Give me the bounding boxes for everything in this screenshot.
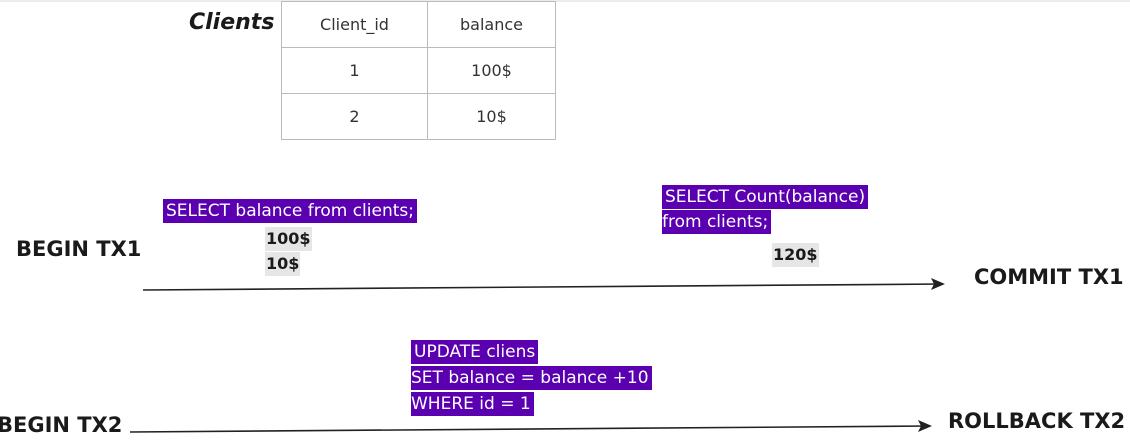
clients-table: Client_id balance 1 100$ 2 10$ — [281, 1, 556, 140]
cell: 100$ — [427, 47, 556, 94]
cell: 2 — [281, 93, 428, 140]
table-header-row: Client_id balance — [281, 1, 556, 48]
rollback-tx2-label: ROLLBACK TX2 — [948, 409, 1126, 433]
commit-tx1-label: COMMIT TX1 — [974, 265, 1124, 289]
tx1-timeline-arrow — [142, 278, 945, 291]
table-row: 1 100$ — [281, 47, 556, 94]
begin-tx2-label: BEGIN TX2 — [0, 413, 123, 437]
tx2-timeline-arrow — [129, 420, 932, 433]
tx1-count-query-line: SELECT Count(balance) — [662, 185, 869, 209]
tx2-update-query-line: SET balance = balance +10 — [411, 366, 652, 390]
table-row: 2 10$ — [281, 93, 556, 140]
begin-tx1-label: BEGIN TX1 — [16, 237, 142, 261]
tx1-result: 10$ — [265, 252, 301, 276]
tx2-update-query-line: WHERE id = 1 — [411, 392, 534, 416]
tx1-select-query: SELECT balance from clients; — [163, 199, 417, 223]
header-cell: Client_id — [281, 1, 428, 48]
top-divider — [0, 0, 1130, 2]
tx2-update-query-line: UPDATE cliens — [411, 340, 539, 364]
tx1-result: 100$ — [265, 227, 312, 251]
table-title: Clients — [189, 10, 275, 35]
tx1-count-result: 120$ — [772, 243, 819, 267]
tx1-count-query-line: from clients; — [662, 210, 772, 234]
cell: 10$ — [427, 93, 556, 140]
